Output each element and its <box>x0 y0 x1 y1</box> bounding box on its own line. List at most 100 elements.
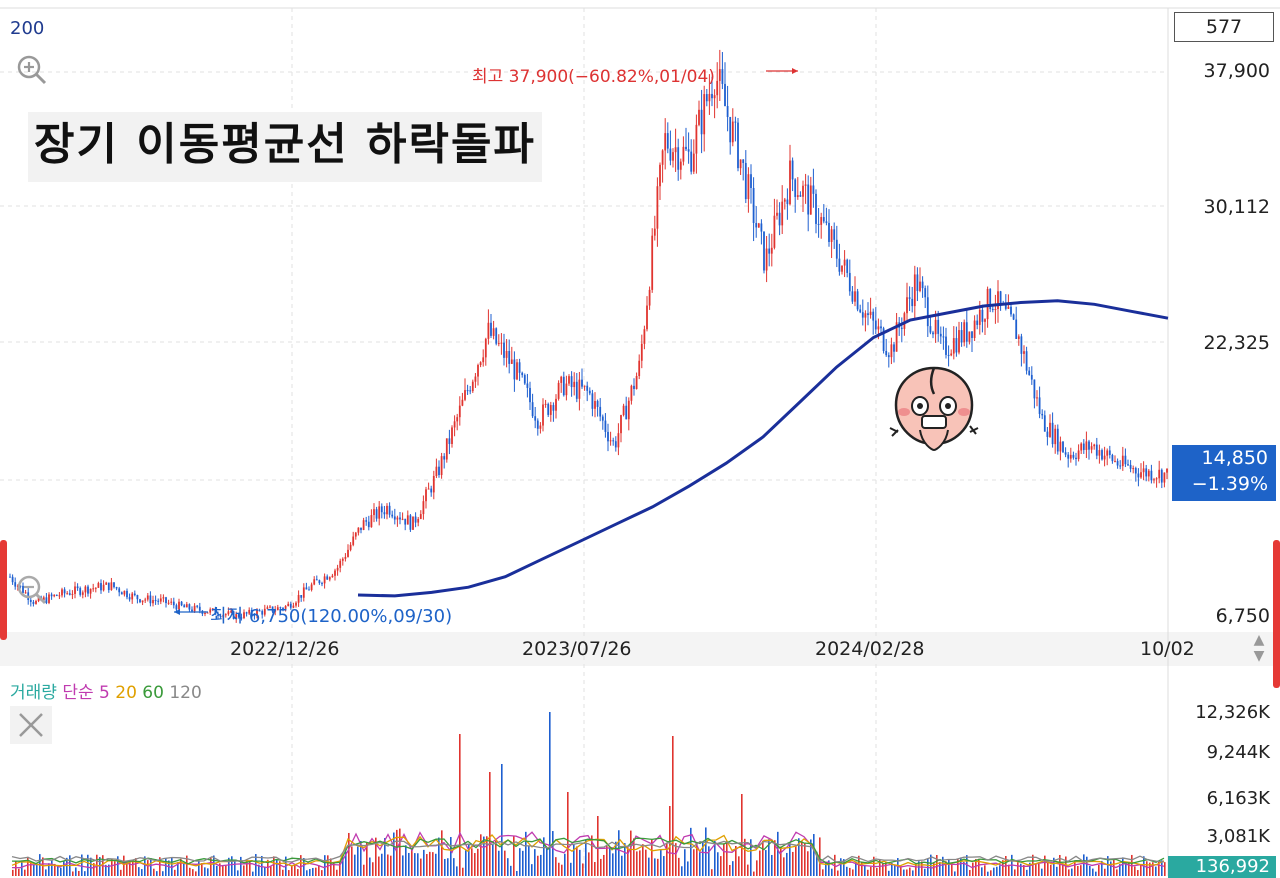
volume-bar <box>963 861 965 876</box>
candle-body <box>365 520 368 522</box>
volume-bar <box>444 858 446 876</box>
candle-body <box>406 515 409 525</box>
candle-body <box>838 258 841 272</box>
candle-body <box>375 509 378 519</box>
left-scroll-edge[interactable] <box>0 540 7 640</box>
volume-bar <box>639 850 641 876</box>
volume-bar <box>756 860 758 876</box>
candle-body <box>1049 422 1051 437</box>
candle-body <box>981 309 984 322</box>
volume-bar <box>576 846 578 876</box>
candle-body <box>1106 450 1109 456</box>
candle-body <box>724 83 726 107</box>
volume-bar <box>918 861 920 876</box>
candle-body <box>1038 397 1041 414</box>
candle-body <box>167 602 170 604</box>
candle-body <box>427 488 430 490</box>
candle-body <box>999 291 1002 304</box>
current-change: −1.39% <box>1191 473 1268 495</box>
volume-bar <box>978 858 980 876</box>
candle-body <box>1080 443 1083 451</box>
volume-bar <box>108 864 110 876</box>
candle-body <box>526 383 529 388</box>
candle-body <box>198 606 201 611</box>
volume-bar <box>510 865 512 876</box>
candle-body <box>633 385 635 389</box>
volume-bar <box>90 857 92 876</box>
volume-bar <box>600 858 602 876</box>
candle-body <box>1140 472 1142 478</box>
volume-bar <box>375 837 377 876</box>
candle-body <box>778 212 781 226</box>
candle-body <box>544 403 547 405</box>
candle-body <box>175 605 178 610</box>
candle-body <box>718 69 721 81</box>
volume-bar <box>1023 864 1025 876</box>
volume-legend-ma5: 5 <box>99 683 110 703</box>
candle-body <box>1155 478 1158 480</box>
candle-body <box>1108 450 1111 455</box>
candle-body <box>505 350 508 358</box>
candle-body <box>513 359 516 380</box>
date-axis-strip <box>0 632 1280 666</box>
bar-count-field[interactable]: 577 <box>1174 12 1274 42</box>
volume-bar <box>165 858 167 876</box>
candle-body <box>388 505 391 515</box>
volume-bar <box>1035 863 1037 876</box>
volume-bar <box>129 862 131 876</box>
candle-body <box>1116 460 1119 466</box>
candle-body <box>357 527 360 533</box>
volume-bar <box>72 871 74 876</box>
candle-body <box>243 612 245 618</box>
candle-body <box>612 440 615 442</box>
volume-bar <box>771 854 773 876</box>
candle-body <box>1015 319 1018 339</box>
volume-bar <box>231 856 233 876</box>
volume-bar <box>270 866 272 876</box>
candle-body <box>58 595 61 597</box>
candle-body <box>120 592 123 595</box>
volume-tick: 3,081K <box>1206 826 1270 847</box>
candle-body <box>71 593 74 595</box>
candle-body <box>950 353 953 356</box>
volume-bar <box>1104 868 1106 876</box>
candle-body <box>1085 441 1088 450</box>
volume-bar <box>564 853 566 876</box>
volume-bar <box>882 863 884 876</box>
candle-body <box>776 212 778 216</box>
candle-body <box>971 331 973 338</box>
candle-body <box>851 291 854 302</box>
candle-body <box>531 402 534 417</box>
volume-bar <box>495 840 497 876</box>
close-icon[interactable] <box>10 706 52 744</box>
volume-bar <box>114 861 116 876</box>
volume-bar <box>48 863 50 876</box>
candle-body <box>794 179 797 197</box>
price-tick: 22,325 <box>1203 332 1270 354</box>
candle-body <box>1064 452 1067 455</box>
candle-body <box>731 121 734 143</box>
right-scroll-edge[interactable] <box>1273 540 1280 688</box>
axis-scroll-arrows[interactable]: ▲ ▼ <box>1253 632 1265 664</box>
candle-body <box>1093 444 1096 447</box>
volume-bar <box>45 869 47 876</box>
candle-body <box>487 322 490 339</box>
volume-bar <box>561 864 563 876</box>
zoom-out-icon[interactable] <box>14 572 50 608</box>
candle-body <box>1082 443 1085 450</box>
volume-bar <box>582 863 584 876</box>
candle-body <box>721 69 724 84</box>
volume-bar <box>1050 864 1052 876</box>
volume-bar <box>1122 857 1124 876</box>
volume-legend-ma120: 120 <box>169 683 202 703</box>
candle-body <box>113 582 115 588</box>
candle-body <box>105 582 108 585</box>
candle-body <box>479 362 482 365</box>
volume-bar <box>735 845 737 876</box>
candle-body <box>885 350 888 356</box>
zoom-in-icon[interactable] <box>14 52 50 88</box>
volume-bar <box>93 863 95 876</box>
volume-bar <box>300 855 302 876</box>
volume-bar <box>246 859 248 876</box>
